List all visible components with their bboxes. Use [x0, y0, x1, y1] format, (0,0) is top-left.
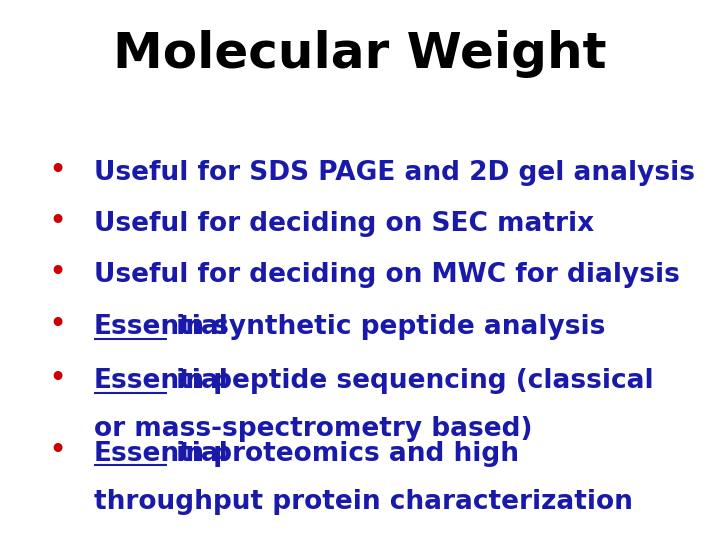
Text: in synthetic peptide analysis: in synthetic peptide analysis — [168, 314, 606, 340]
Text: •: • — [48, 363, 67, 393]
Text: in peptide sequencing (classical: in peptide sequencing (classical — [168, 368, 654, 394]
Text: throughput protein characterization: throughput protein characterization — [94, 489, 632, 515]
Text: Molecular Weight: Molecular Weight — [113, 30, 607, 78]
Text: •: • — [48, 156, 67, 185]
Text: Essential: Essential — [94, 368, 228, 394]
Text: Useful for deciding on MWC for dialysis: Useful for deciding on MWC for dialysis — [94, 262, 680, 288]
Text: •: • — [48, 258, 67, 287]
Text: •: • — [48, 309, 67, 339]
Text: in proteomics and high: in proteomics and high — [168, 441, 519, 467]
Text: or mass-spectrometry based): or mass-spectrometry based) — [94, 416, 532, 442]
Text: Useful for SDS PAGE and 2D gel analysis: Useful for SDS PAGE and 2D gel analysis — [94, 160, 695, 186]
Text: •: • — [48, 436, 67, 465]
Text: Essential: Essential — [94, 441, 228, 467]
Text: Useful for deciding on SEC matrix: Useful for deciding on SEC matrix — [94, 211, 594, 237]
Text: Essential: Essential — [94, 314, 228, 340]
Text: •: • — [48, 207, 67, 236]
